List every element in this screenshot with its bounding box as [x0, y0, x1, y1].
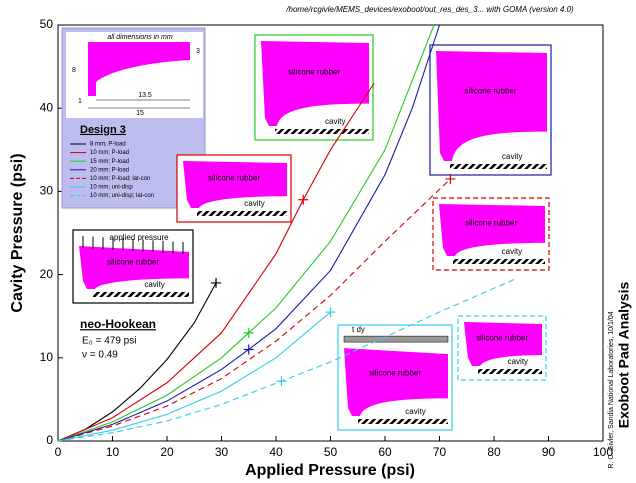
inset: silicone rubber cavity: [176, 154, 292, 223]
inset: silicone rubber cavity: [432, 197, 550, 271]
x-tick-label: 30: [215, 445, 229, 459]
inset-label: silicone rubber: [465, 219, 517, 228]
design-dimension: 15: [136, 110, 144, 117]
design-note: all dimensions in mm: [107, 34, 173, 41]
legend-label: 10 mm; P-load: [90, 150, 129, 156]
series-marker: [298, 194, 309, 205]
design-dimension: 1: [78, 98, 82, 105]
inset-plate: [343, 335, 449, 343]
x-tick-label: 0: [55, 445, 62, 459]
inset: silicone rubber cavity: [457, 315, 547, 381]
y-tick-label: 20: [40, 267, 54, 281]
y-tick-label: 40: [40, 100, 54, 114]
x-tick-label: 60: [378, 445, 392, 459]
x-tick-label: 20: [160, 445, 174, 459]
inset-label: cavity: [508, 357, 528, 366]
y-tick-label: 50: [40, 17, 54, 31]
legend-label: 15 mm; P-load: [90, 159, 129, 165]
x-tick-label: 10: [106, 445, 120, 459]
material-model: neo-Hookean: [80, 317, 156, 331]
inset: silicone rubber cavity: [429, 44, 552, 176]
x-tick-label: 40: [269, 445, 283, 459]
x-tick-label: 90: [542, 445, 556, 459]
inset: silicone rubber cavity: [254, 34, 374, 141]
material-modulus: E₀ = 479 psi: [82, 336, 136, 347]
y-tick-label: 30: [40, 184, 54, 198]
material-poisson: ν = 0.49: [82, 350, 118, 361]
inset-label: applied pressure: [109, 233, 169, 242]
inset-label: cavity: [244, 199, 264, 208]
inset-rubber: [183, 161, 287, 208]
design-dimension: 8: [72, 67, 76, 74]
inset-label: t dy: [352, 325, 365, 334]
inset-label: cavity: [502, 152, 522, 161]
inset: applied pressure silicone rubber cavity: [72, 229, 194, 304]
inset-label: silicone rubber: [107, 257, 159, 266]
inset-label: cavity: [325, 117, 345, 126]
series-marker: [445, 173, 456, 184]
inset-rubber: [464, 322, 542, 366]
inset-label: cavity: [502, 247, 522, 256]
inset-hatch: [275, 129, 369, 134]
inset-label: silicone rubber: [369, 368, 421, 377]
design-shape: [88, 42, 190, 96]
inset-rubber: [261, 41, 369, 126]
y-axis-title: Cavity Pressure (psi): [9, 153, 26, 312]
y-tick-label: 0: [46, 433, 53, 447]
series-marker: [325, 307, 336, 318]
legend-label: 10 mm; P-load; lat-con: [90, 176, 150, 182]
inset-rubber: [436, 51, 547, 161]
series-line: [57, 24, 441, 442]
inset-rubber: [439, 204, 545, 256]
inset-label: silicone rubber: [288, 67, 340, 76]
inset-label: silicone rubber: [464, 86, 516, 95]
header: /home/rcgivle/MEMS_devices/exoboot/out_r…: [285, 5, 574, 14]
inset-hatch: [453, 259, 545, 264]
series-line: [57, 311, 331, 442]
design-dimension: 13.5: [138, 92, 152, 99]
side-title: Exoboot Pad Analysis: [616, 282, 632, 429]
x-tick-label: 70: [433, 445, 447, 459]
x-axis-title: Applied Pressure (psi): [245, 462, 415, 479]
legend-label: 10 mm; uni-disp; lat-con: [90, 193, 154, 199]
inset-label: cavity: [144, 280, 164, 289]
legend-label: 20 mm; P-load: [90, 167, 129, 173]
legend-label: 8 mm; P-load: [90, 142, 126, 148]
series-marker: [243, 327, 254, 338]
legend-label: 10 mm; uni-disp: [90, 185, 133, 191]
series-marker: [211, 277, 222, 288]
x-tick-label: 80: [487, 445, 501, 459]
inset-label: silicone rubber: [476, 334, 528, 343]
inset-rubber: [79, 246, 189, 289]
inset-hatch: [197, 211, 287, 216]
inset-hatch: [478, 369, 542, 374]
y-tick-label: 10: [40, 350, 54, 364]
design-title: Design 3: [80, 124, 126, 136]
x-tick-label: 50: [324, 445, 338, 459]
x-tick-label: 100: [593, 445, 613, 459]
inset-rubber: [344, 348, 448, 416]
inset-label: silicone rubber: [208, 174, 260, 183]
inset-hatch: [93, 292, 189, 297]
inset-label: cavity: [405, 407, 425, 416]
series-line: [57, 82, 375, 442]
series-marker: [276, 376, 287, 387]
design-dimension: 3: [196, 48, 200, 55]
inset-hatch: [358, 419, 448, 424]
series-marker: [243, 344, 254, 355]
inset-hatch: [450, 164, 547, 169]
inset: t dy silicone rubber cavity: [337, 324, 453, 431]
credit: R. C. Givler, Sandia National Laboratori…: [608, 311, 615, 468]
